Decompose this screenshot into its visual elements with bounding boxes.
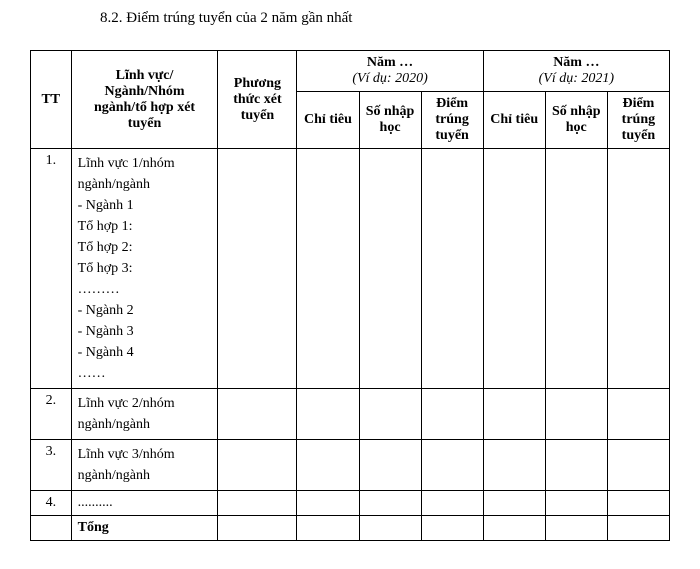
cell-empty	[297, 389, 359, 440]
cell-empty	[483, 516, 545, 541]
header-linhvuc: Lĩnh vực/ Ngành/Nhóm ngành/tổ hợp xét tu…	[71, 51, 218, 149]
cell-empty	[545, 149, 607, 389]
cell-tt: 2.	[31, 389, 72, 440]
cell-empty	[545, 516, 607, 541]
header-diemtrung-1: Điểm trúng tuyển	[421, 92, 483, 149]
header-year1: Năm … (Ví dụ: 2020)	[297, 51, 483, 92]
admission-table-wrapper: TT Lĩnh vực/ Ngành/Nhóm ngành/tổ hợp xét…	[30, 50, 670, 541]
cell-empty	[359, 389, 421, 440]
cell-empty	[483, 491, 545, 516]
cell-tt: 4.	[31, 491, 72, 516]
header-chitieu-2: Chỉ tiêu	[483, 92, 545, 149]
cell-empty	[607, 149, 669, 389]
cell-empty	[421, 149, 483, 389]
cell-empty	[297, 491, 359, 516]
header-sonhap-2: Số nhập học	[545, 92, 607, 149]
table-row-total: Tổng	[31, 516, 670, 541]
header-year2-sub: (Ví dụ: 2021)	[539, 71, 614, 86]
section-heading: 8.2. Điểm trúng tuyển của 2 năm gần nhất	[100, 10, 352, 27]
cell-empty	[359, 440, 421, 491]
cell-phuong	[218, 516, 297, 541]
table-row: 1. Lĩnh vực 1/nhóm ngành/ngành - Ngành 1…	[31, 149, 670, 389]
header-tt: TT	[31, 51, 72, 149]
cell-empty	[483, 149, 545, 389]
cell-tt: 1.	[31, 149, 72, 389]
header-year1-top: Năm …	[367, 55, 413, 70]
table-row: 2. Lĩnh vực 2/nhóm ngành/ngành	[31, 389, 670, 440]
cell-empty	[297, 440, 359, 491]
cell-empty	[297, 516, 359, 541]
cell-empty	[607, 491, 669, 516]
cell-total-label: Tổng	[71, 516, 218, 541]
cell-empty	[607, 440, 669, 491]
cell-tt: 3.	[31, 440, 72, 491]
cell-empty	[359, 149, 421, 389]
cell-empty	[607, 389, 669, 440]
header-sonhap-1: Số nhập học	[359, 92, 421, 149]
cell-phuong	[218, 149, 297, 389]
cell-empty	[297, 149, 359, 389]
cell-phuong	[218, 491, 297, 516]
table-row: 4. ..........	[31, 491, 670, 516]
cell-phuong	[218, 389, 297, 440]
header-year2-top: Năm …	[553, 55, 599, 70]
cell-empty	[483, 440, 545, 491]
cell-empty	[545, 389, 607, 440]
cell-content: Lĩnh vực 2/nhóm ngành/ngành	[71, 389, 218, 440]
cell-empty	[421, 440, 483, 491]
cell-content: ..........	[71, 491, 218, 516]
header-year1-sub: (Ví dụ: 2020)	[352, 71, 427, 86]
cell-empty	[545, 440, 607, 491]
cell-empty	[421, 389, 483, 440]
cell-empty	[421, 516, 483, 541]
cell-empty	[483, 389, 545, 440]
cell-empty	[421, 491, 483, 516]
cell-phuong	[218, 440, 297, 491]
cell-content: Lĩnh vực 1/nhóm ngành/ngành - Ngành 1 Tổ…	[71, 149, 218, 389]
cell-tt-total	[31, 516, 72, 541]
cell-empty	[359, 516, 421, 541]
cell-empty	[359, 491, 421, 516]
cell-empty	[607, 516, 669, 541]
cell-content: Lĩnh vực 3/nhóm ngành/ngành	[71, 440, 218, 491]
header-diemtrung-2: Điểm trúng tuyển	[607, 92, 669, 149]
header-year2: Năm … (Ví dụ: 2021)	[483, 51, 669, 92]
admission-table: TT Lĩnh vực/ Ngành/Nhóm ngành/tổ hợp xét…	[30, 50, 670, 541]
header-chitieu-1: Chỉ tiêu	[297, 92, 359, 149]
cell-empty	[545, 491, 607, 516]
header-phuongthuc: Phương thức xét tuyển	[218, 51, 297, 149]
table-row: 3. Lĩnh vực 3/nhóm ngành/ngành	[31, 440, 670, 491]
